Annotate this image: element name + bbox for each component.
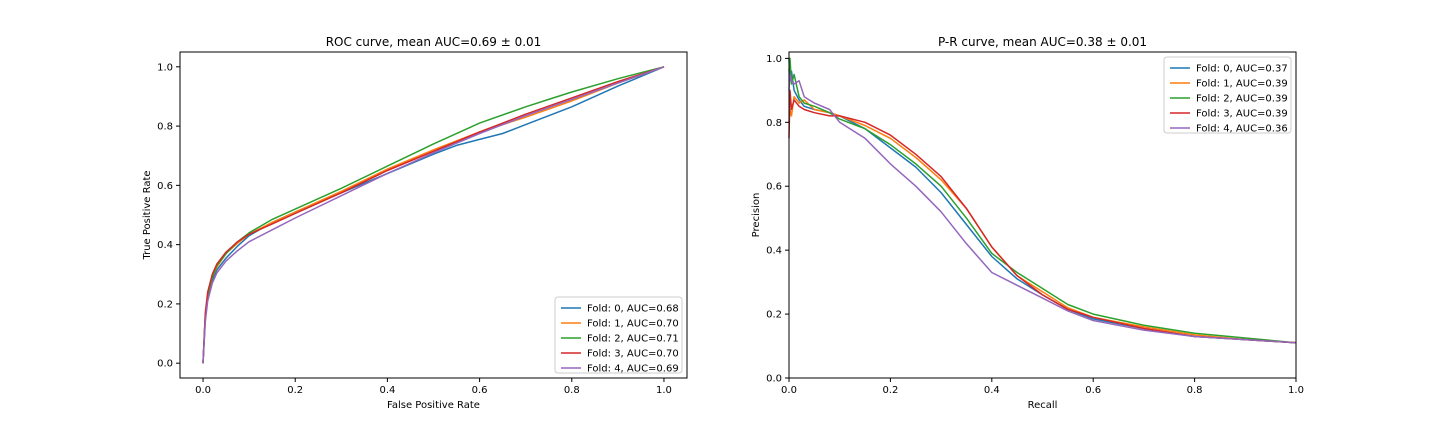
pr-y-axis-label: Precision [751, 193, 762, 238]
pr-legend-label: Fold: 3, AUC=0.39 [1196, 109, 1288, 120]
roc-y-ticks: 0.0 0.2 0.4 0.6 0.8 1.0 [157, 62, 180, 370]
pr-y-tick-label: 0.8 [766, 118, 782, 129]
roc-y-tick-label: 1.0 [157, 62, 173, 73]
roc-series-layer [202, 66, 665, 364]
pr-series-layer [788, 57, 1297, 344]
roc-legend-label: Fold: 1, AUC=0.70 [587, 319, 679, 330]
pr-x-tick-label: 0.2 [882, 385, 898, 396]
roc-legend-label: Fold: 4, AUC=0.69 [587, 364, 679, 375]
pr-chart-title: P-R curve, mean AUC=0.38 ± 0.01 [938, 35, 1147, 49]
pr-x-axis-label: Recall [1028, 400, 1058, 411]
roc-y-tick-label: 0.8 [157, 122, 173, 133]
roc-y-tick-label: 0.2 [157, 299, 173, 310]
roc-y-tick-label: 0.0 [157, 359, 173, 370]
roc-series-line-fold-4 [202, 66, 665, 364]
roc-legend-label: Fold: 0, AUC=0.68 [587, 304, 679, 315]
pr-x-tick-label: 1.0 [1288, 385, 1304, 396]
pr-y-tick-label: 0.4 [766, 246, 782, 257]
pr-legend-label: Fold: 0, AUC=0.37 [1196, 64, 1288, 75]
pr-y-tick-label: 0.6 [766, 182, 782, 193]
roc-chart: ROC curve, mean AUC=0.69 ± 0.01 0.0 0.2 0.… [142, 35, 688, 411]
pr-y-tick-label: 1.0 [766, 54, 782, 65]
pr-series-line-fold-2 [788, 57, 1297, 344]
pr-y-ticks: 0.0 0.2 0.4 0.6 0.8 1.0 [766, 54, 789, 385]
pr-x-tick-label: 0.8 [1187, 385, 1203, 396]
roc-y-tick-label: 0.6 [157, 181, 173, 192]
pr-x-tick-label: 0.4 [984, 385, 1000, 396]
roc-x-tick-label: 0.2 [287, 385, 303, 396]
pr-series-line-fold-3 [788, 89, 1297, 344]
roc-x-tick-label: 1.0 [656, 385, 672, 396]
pr-x-tick-label: 0.6 [1085, 385, 1101, 396]
pr-series-line-fold-0 [788, 58, 1297, 344]
pr-series-line-fold-4 [788, 73, 1297, 344]
pr-x-tick-label: 0.0 [781, 385, 797, 396]
roc-x-tick-label: 0.6 [472, 385, 488, 396]
roc-legend-label: Fold: 3, AUC=0.70 [587, 349, 679, 360]
roc-x-tick-label: 0.8 [564, 385, 580, 396]
pr-legend-label: Fold: 2, AUC=0.39 [1196, 94, 1288, 105]
roc-y-tick-label: 0.4 [157, 240, 173, 251]
pr-x-ticks: 0.0 0.2 0.4 0.6 0.8 1.0 [781, 378, 1304, 396]
roc-x-axis-label: False Positive Rate [387, 400, 480, 411]
roc-legend-label: Fold: 2, AUC=0.71 [587, 334, 679, 345]
roc-series-line-fold-3 [202, 66, 665, 364]
roc-x-tick-label: 0.4 [379, 385, 395, 396]
pr-chart: P-R curve, mean AUC=0.38 ± 0.01 0.0 0.2 0.… [751, 35, 1304, 411]
roc-x-tick-label: 0.0 [195, 385, 211, 396]
roc-legend-box [554, 296, 683, 374]
roc-y-axis-label: True Positive Rate [142, 170, 153, 260]
pr-legend: Fold: 0, AUC=0.37 Fold: 1, AUC=0.39 Fold: … [1163, 56, 1292, 135]
pr-legend-label: Fold: 4, AUC=0.36 [1196, 124, 1288, 135]
pr-y-tick-label: 0.2 [766, 310, 782, 321]
roc-legend: Fold: 0, AUC=0.68 Fold: 1, AUC=0.70 Fold: … [554, 296, 683, 375]
roc-plot-frame [179, 51, 688, 379]
roc-chart-title: ROC curve, mean AUC=0.69 ± 0.01 [326, 35, 542, 49]
pr-legend-label: Fold: 1, AUC=0.39 [1196, 79, 1288, 90]
roc-x-ticks: 0.0 0.2 0.4 0.6 0.8 1.0 [195, 378, 672, 396]
pr-y-tick-label: 0.0 [766, 374, 782, 385]
pr-plot-frame [788, 51, 1297, 379]
pr-legend-box [1163, 56, 1292, 134]
